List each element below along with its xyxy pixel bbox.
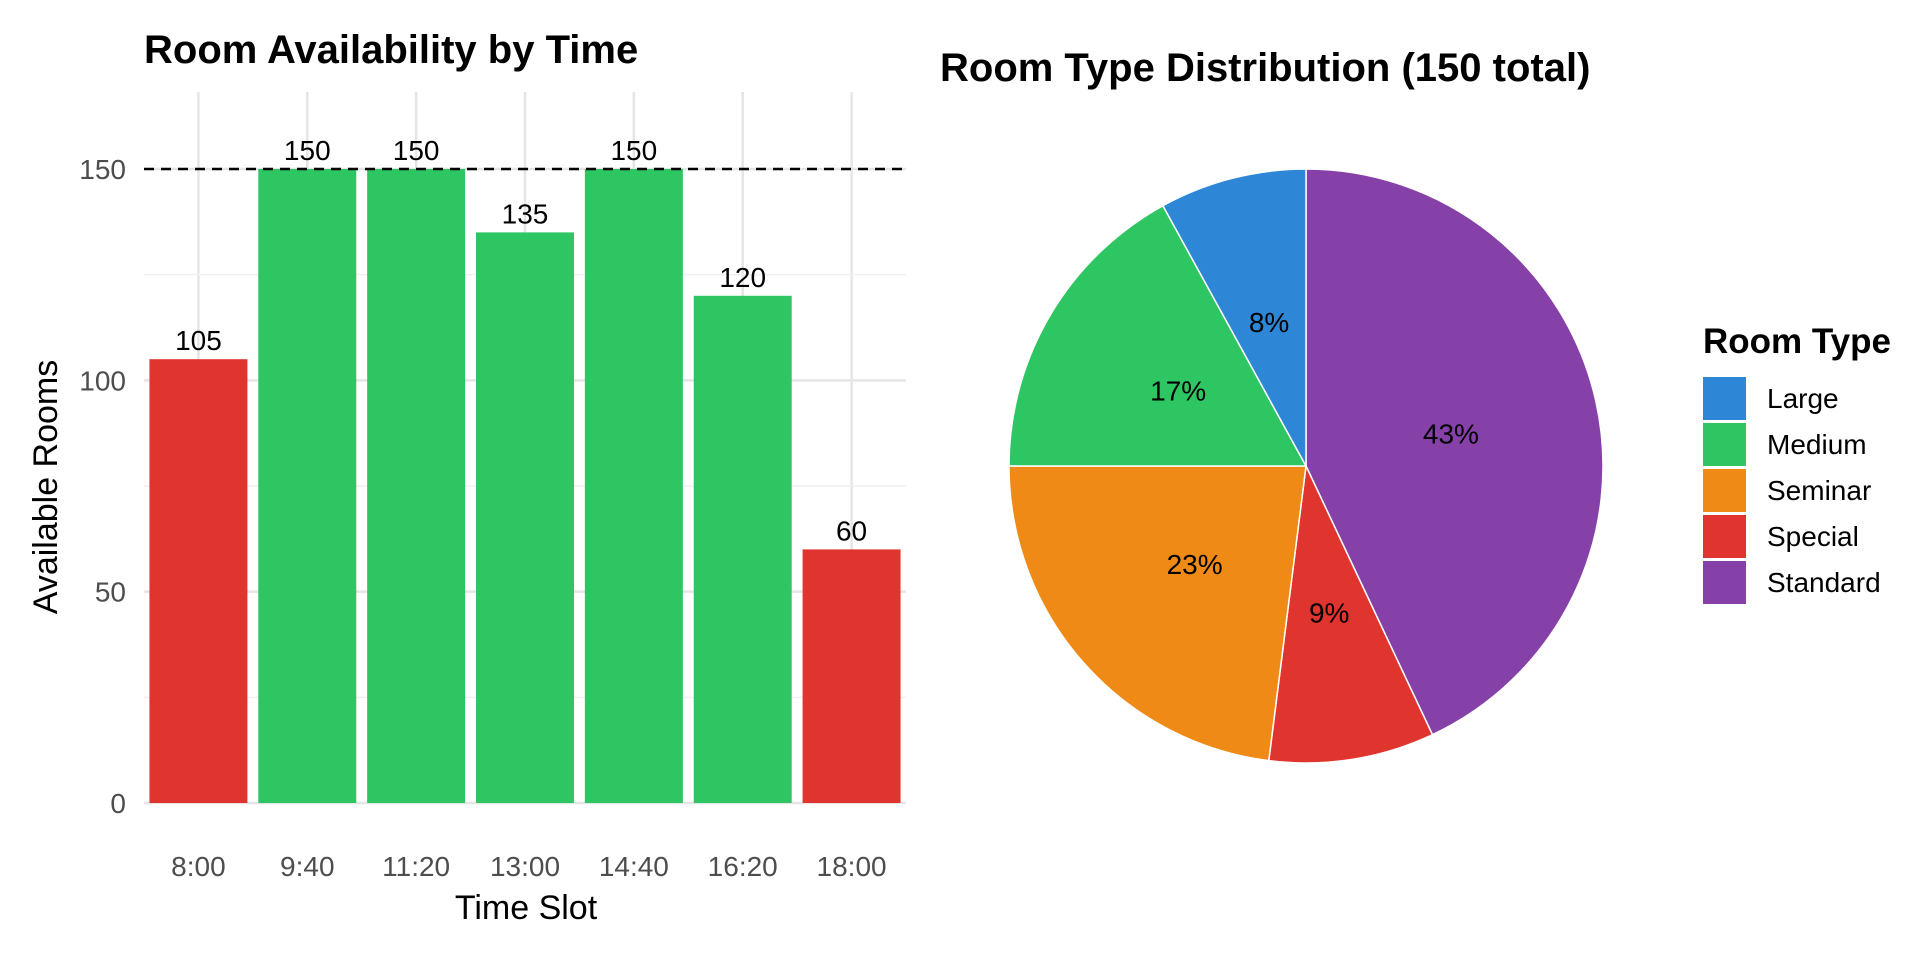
pie-slice-labels: 43% 9% 23% 17% 8% xyxy=(1150,307,1479,629)
x-tick-labels: 8:00 9:40 11:20 13:00 14:40 16:20 18:00 xyxy=(171,851,886,882)
pie-slices xyxy=(1008,168,1604,764)
pie-slice-label: 17% xyxy=(1150,375,1206,406)
bar xyxy=(476,232,574,803)
y-tick-label: 150 xyxy=(79,154,126,185)
legend-title: Room Type xyxy=(1703,322,1891,361)
pie-slice-label: 8% xyxy=(1249,307,1289,338)
legend-label: Special xyxy=(1767,521,1859,552)
pie-chart-title: Room Type Distribution (150 total) xyxy=(940,46,1590,90)
bar-value-label: 150 xyxy=(393,135,440,166)
bar-value-label: 60 xyxy=(836,515,867,546)
pie-slice xyxy=(1267,463,1434,764)
bar-value-label: 135 xyxy=(502,198,549,229)
legend-swatch xyxy=(1703,377,1746,420)
bar xyxy=(367,169,466,803)
x-tick-label: 14:40 xyxy=(599,851,669,882)
bar-value-label: 150 xyxy=(284,135,331,166)
legend: Large Medium Seminar Special Standard xyxy=(1703,377,1881,604)
bar-chart-title: Room Availability by Time xyxy=(144,28,638,72)
legend-label: Seminar xyxy=(1767,475,1871,506)
bar-data-labels: 105 150 150 135 150 120 60 xyxy=(175,135,867,546)
y-tick-label: 50 xyxy=(95,577,126,608)
pie-slice-label: 9% xyxy=(1309,598,1349,629)
legend-swatch xyxy=(1703,423,1746,466)
y-tick-label: 0 xyxy=(110,788,126,819)
y-tick-label: 100 xyxy=(79,365,126,396)
x-tick-label: 18:00 xyxy=(817,851,887,882)
bar xyxy=(693,295,792,803)
bar xyxy=(802,549,901,803)
x-tick-label: 11:20 xyxy=(382,851,450,882)
x-tick-label: 9:40 xyxy=(280,851,335,882)
legend-label: Large xyxy=(1767,383,1839,414)
y-tick-labels: 0 50 100 150 xyxy=(79,154,126,819)
bar-series xyxy=(149,169,901,803)
x-tick-label: 16:20 xyxy=(708,851,778,882)
pie-slice-label: 23% xyxy=(1167,549,1223,580)
pie-slice xyxy=(1161,168,1307,467)
x-axis-label: Time Slot xyxy=(455,889,598,927)
legend-label: Medium xyxy=(1767,429,1867,460)
y-axis-label: Available Rooms xyxy=(27,360,65,615)
pie-slice-label: 43% xyxy=(1423,419,1479,450)
bar xyxy=(258,169,357,803)
bar xyxy=(149,359,248,803)
bar-value-label: 150 xyxy=(610,135,657,166)
bar xyxy=(584,169,683,803)
pie-slice xyxy=(1305,168,1604,736)
pie-slice xyxy=(1008,204,1308,467)
pie-slice xyxy=(1008,465,1307,762)
x-tick-label: 8:00 xyxy=(171,851,226,882)
bar-value-label: 105 xyxy=(175,325,222,356)
legend-swatch xyxy=(1703,561,1746,604)
bar-value-label: 120 xyxy=(719,262,766,293)
legend-swatch xyxy=(1703,515,1746,558)
legend-swatch xyxy=(1703,469,1746,512)
legend-label: Standard xyxy=(1767,567,1881,598)
x-tick-label: 13:00 xyxy=(490,851,560,882)
